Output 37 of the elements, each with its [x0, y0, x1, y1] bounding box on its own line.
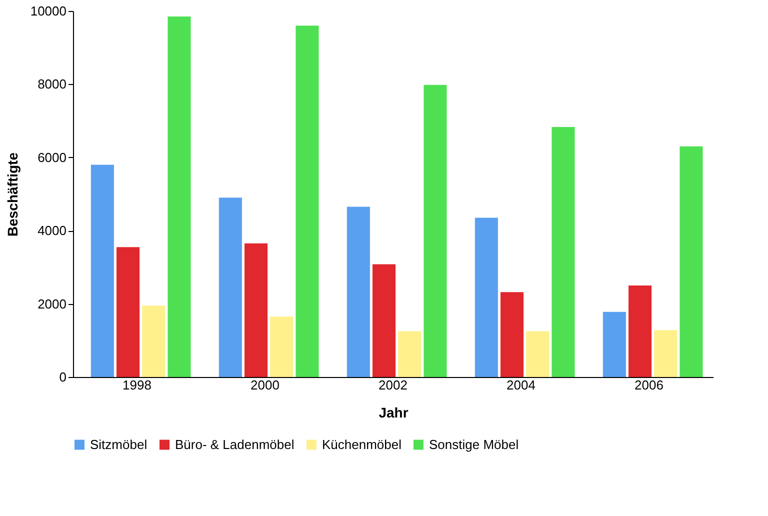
- bar: [90, 164, 114, 377]
- y-axis-title: Beschäftigte: [4, 152, 20, 237]
- bar: [244, 243, 268, 377]
- bar: [116, 247, 140, 377]
- legend-label: Küchenmöbel: [322, 436, 402, 452]
- bar: [628, 286, 652, 377]
- x-tick-label: 1998: [122, 378, 152, 392]
- bar: [398, 331, 422, 377]
- bar: [424, 84, 447, 377]
- bar: [168, 16, 191, 377]
- x-tick-label: 2000: [250, 378, 280, 392]
- x-tick-label: 2004: [506, 378, 536, 392]
- bar: [552, 127, 575, 377]
- y-tick-label: 2000: [38, 296, 66, 312]
- legend-label: Büro- & Ladenmöbel: [175, 436, 294, 452]
- bar: [296, 26, 319, 377]
- x-axis-title: Jahr: [378, 404, 409, 420]
- x-tick-label: 2002: [378, 378, 408, 392]
- bar: [526, 331, 550, 377]
- bar: [680, 146, 703, 377]
- x-tick-label: 2006: [634, 378, 664, 392]
- bar: [142, 306, 166, 377]
- bar: [602, 312, 626, 377]
- bar: [346, 206, 370, 377]
- y-tick-label: 6000: [38, 150, 66, 165]
- bar: [218, 198, 242, 377]
- bar: [500, 292, 524, 377]
- bar: [270, 316, 294, 377]
- y-tick-label: 8000: [38, 76, 66, 92]
- bar: [654, 330, 678, 377]
- legend-label: Sitzmöbel: [90, 436, 148, 452]
- y-tick-label: 0: [59, 370, 66, 384]
- legend-label: Sonstige Möbel: [429, 436, 519, 452]
- bar: [474, 218, 498, 377]
- y-tick-label: 4000: [38, 223, 66, 238]
- bar: [372, 264, 396, 377]
- y-tick-label: 10000: [30, 4, 66, 18]
